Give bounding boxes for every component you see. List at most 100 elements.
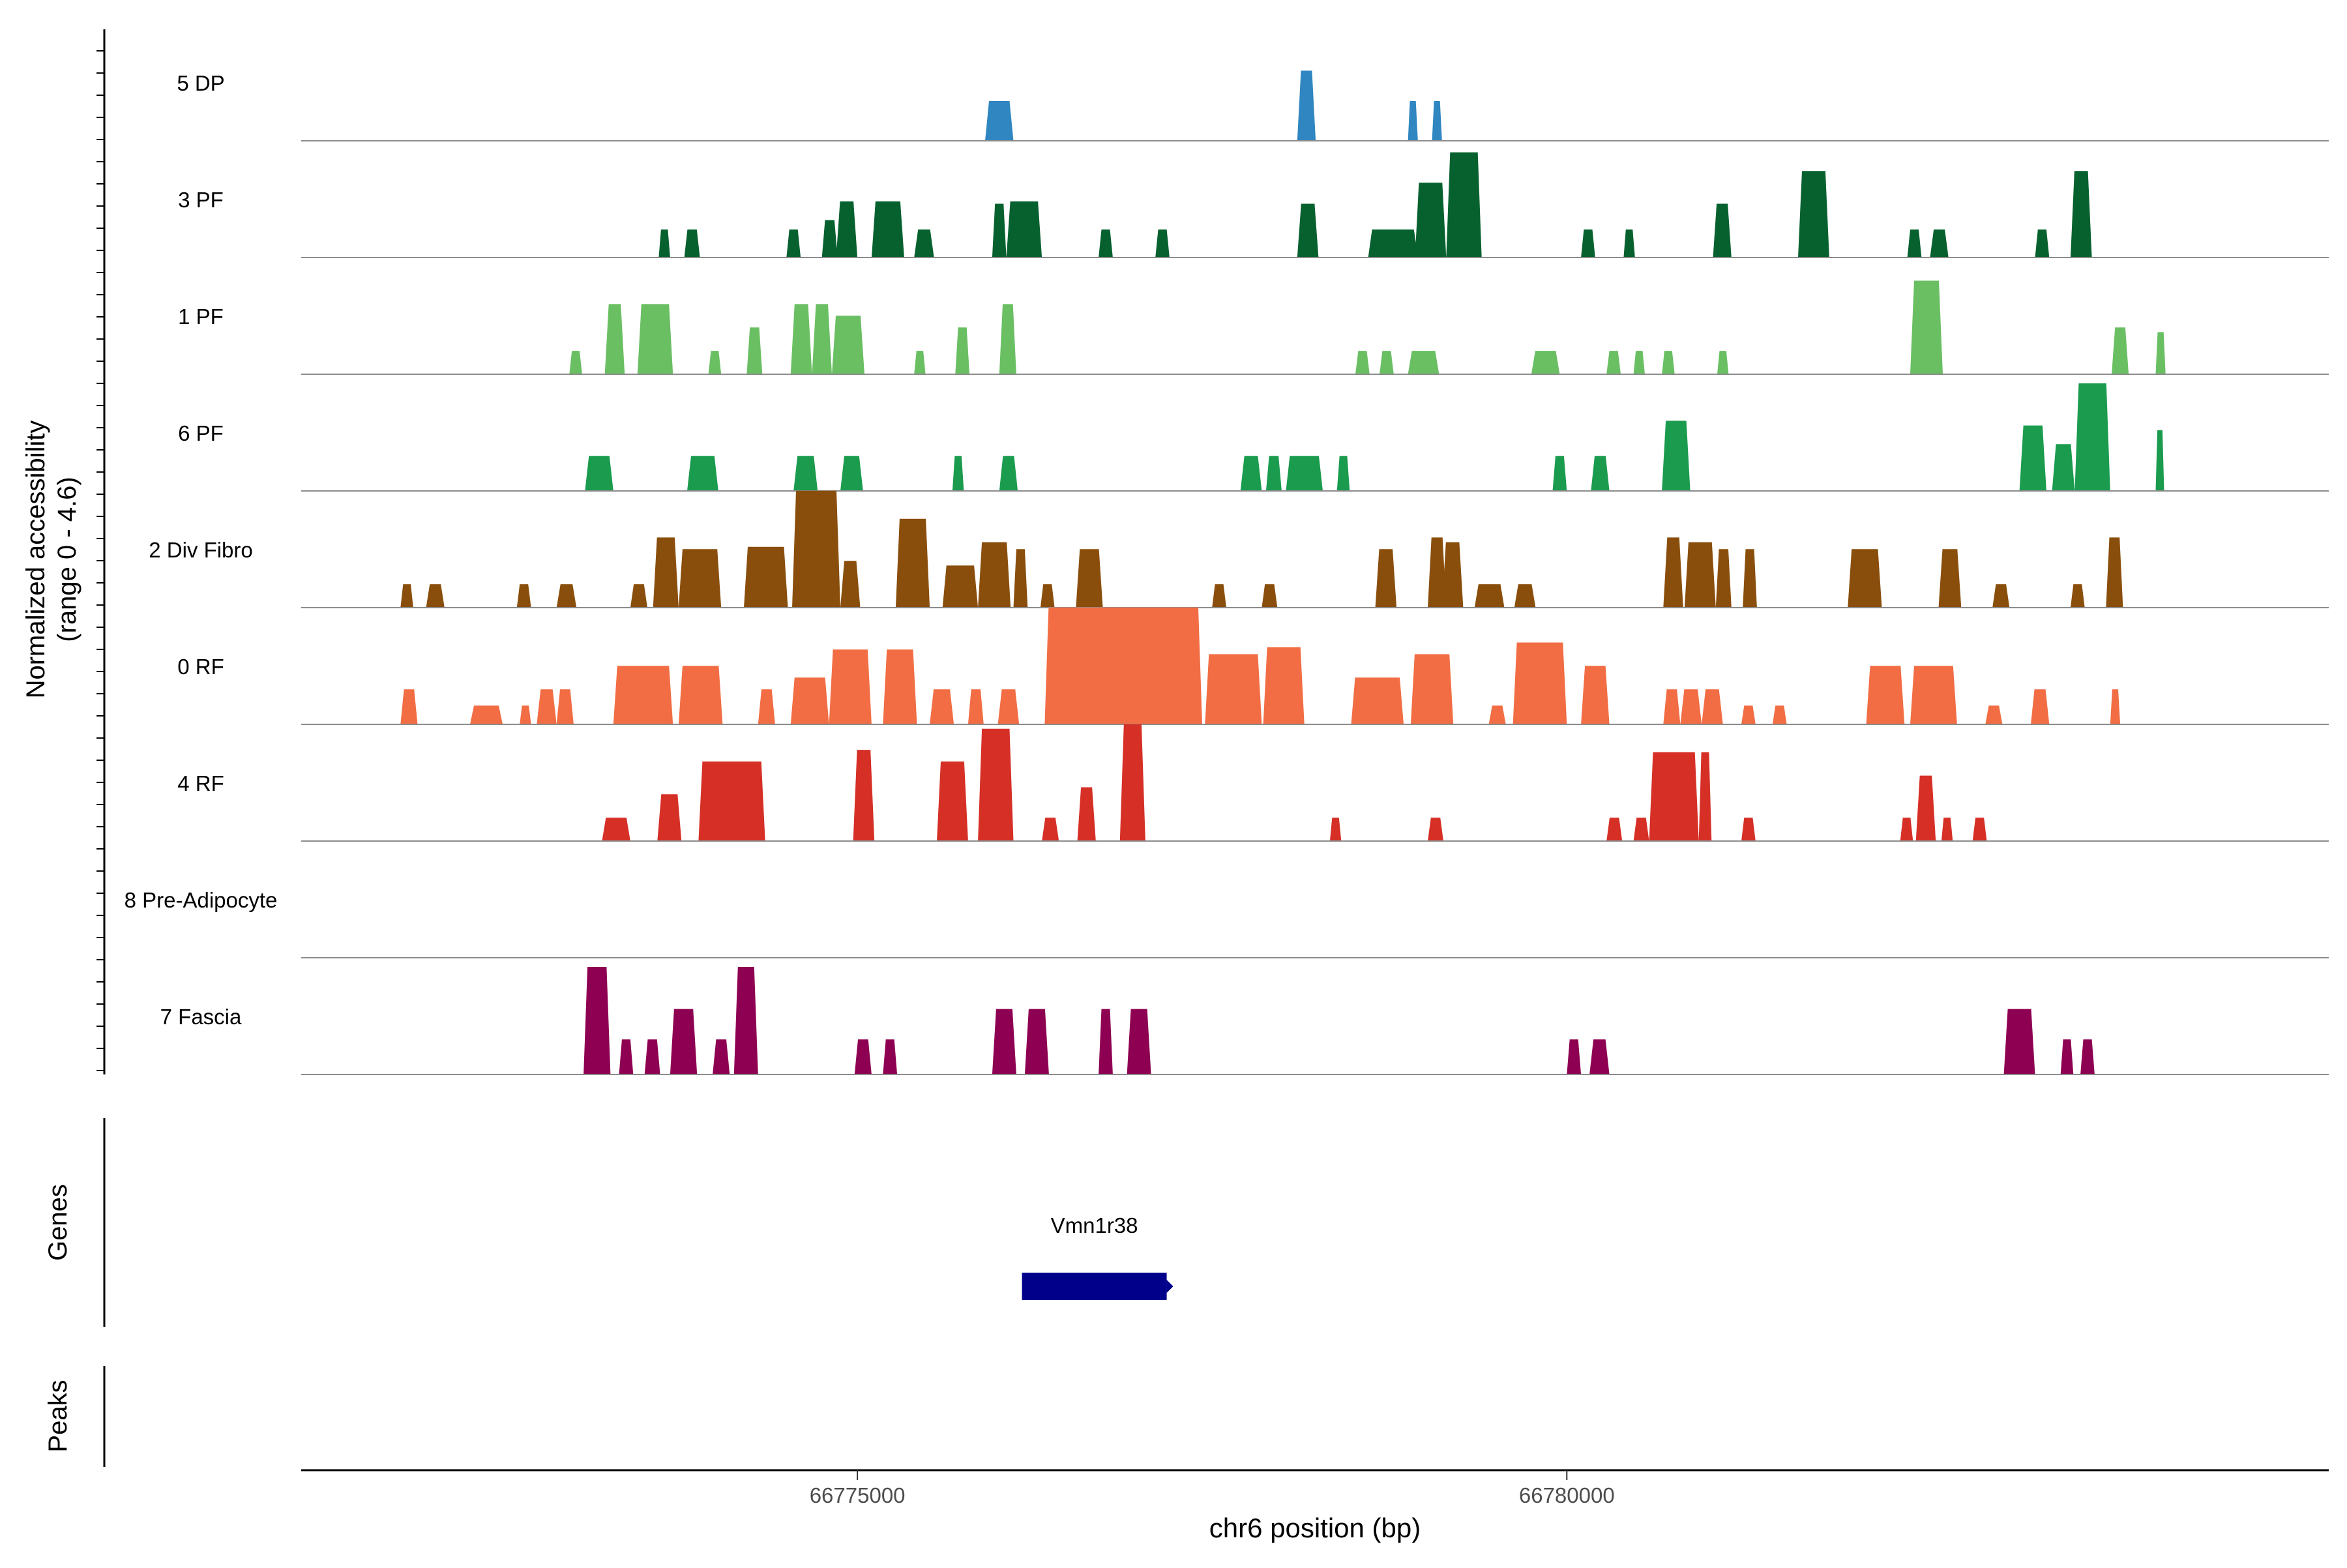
coverage-peak (1552, 456, 1567, 491)
coverage-peak (883, 1039, 898, 1074)
x-axis-label: chr6 position (bp) (1209, 1513, 1421, 1543)
track: 5 DP (177, 70, 2329, 141)
coverage-peak (967, 689, 984, 724)
coverage-peak (1127, 1009, 1151, 1074)
coverage-peak (832, 316, 864, 374)
track: 2 Div Fibro (149, 490, 2329, 608)
track-label: 1 PF (178, 304, 224, 329)
coverage-peak (1155, 229, 1170, 258)
track: 7 Fascia (160, 967, 2329, 1075)
coverage-peak (1408, 351, 1439, 374)
coverage-peak (604, 304, 625, 374)
coverage-peak (812, 304, 832, 374)
track: 4 RF (177, 724, 2329, 842)
coverage-peak (871, 201, 904, 258)
track: 6 PF (178, 383, 2329, 492)
coverage-peak (1355, 351, 1370, 374)
coverage-peak (790, 677, 829, 724)
coverage-peak (1441, 542, 1464, 608)
coverage-peak (1702, 689, 1723, 724)
coverage-peak (937, 762, 968, 841)
coverage-peak (1713, 203, 1732, 258)
coverage-peak (2031, 689, 2050, 724)
coverage-peak (1606, 351, 1621, 374)
coverage-peak (733, 967, 758, 1074)
coverage-peak (657, 794, 682, 841)
coverage-peak (1076, 549, 1103, 608)
coverage-peak (2019, 425, 2046, 491)
coverage-peak (2003, 1009, 2035, 1074)
coverage-peak (1428, 818, 1443, 841)
coverage-peak (585, 456, 613, 491)
coverage-peak (1910, 666, 1957, 724)
coverage-peak (978, 542, 1011, 608)
gene-strand-arrow (1166, 1280, 1174, 1293)
genes-axis-label: Genes (44, 1184, 72, 1261)
coverage-peak (2070, 584, 2085, 608)
coverage-peak (1514, 584, 1536, 608)
track-label: 5 DP (177, 71, 224, 95)
coverage-peak (537, 689, 557, 724)
track-label: 4 RF (177, 771, 224, 795)
coverage-peak (1698, 752, 1712, 841)
coverage-peak (1212, 584, 1226, 608)
coverage-peak (836, 201, 858, 258)
track-label: 2 Div Fibro (149, 538, 253, 562)
coverage-peak (708, 351, 722, 374)
coverage-peak (1329, 818, 1342, 841)
coverage-peak (1633, 818, 1649, 841)
coverage-peak (1589, 1039, 1610, 1074)
coverage-peak (1077, 787, 1096, 841)
coverage-peak (2155, 332, 2166, 374)
coverage-peak (1262, 584, 1278, 608)
coverage-peak (1240, 456, 1262, 491)
coverage-peak (985, 101, 1014, 141)
coverage-peak (992, 1009, 1016, 1074)
coverage-peak (821, 220, 838, 258)
coverage-peak (1040, 584, 1055, 608)
coverage-peak (1680, 689, 1702, 724)
coverage-peak (840, 561, 861, 608)
coverage-peak (746, 327, 763, 374)
coverage-peak (2155, 430, 2164, 491)
coverage-peak (520, 705, 531, 724)
coverage-peak (955, 327, 970, 374)
coverage-peak (1446, 152, 1482, 258)
coverage-peak (1848, 549, 1882, 608)
coverage-peak (1715, 549, 1732, 608)
coverage-peak (854, 1039, 872, 1074)
coverage-peak (1368, 229, 1418, 258)
coverage-peak (1941, 818, 1953, 841)
coverage-peak (793, 456, 818, 491)
coverage-peak (470, 705, 503, 724)
coverage-peak (1798, 171, 1829, 258)
coverage-peak (1581, 229, 1595, 258)
coverage-peak (1606, 818, 1623, 841)
coverage-peak (644, 1039, 660, 1074)
coverage-peak (744, 546, 788, 608)
coverage-peak (1415, 183, 1447, 258)
coverage-peak (1663, 689, 1681, 724)
gene-body (1022, 1273, 1167, 1300)
coverage-peak (999, 456, 1018, 491)
track-label: 3 PF (178, 188, 224, 212)
coverage-peak (516, 584, 531, 608)
coverage-peak (1663, 537, 1683, 608)
coverage-peak (978, 728, 1014, 841)
gene-annotation-track: Vmn1r38 (1022, 1213, 1174, 1300)
coverage-peak (678, 549, 722, 608)
coverage-peak (2052, 444, 2075, 491)
coverage-peak (1938, 549, 1962, 608)
x-tick-label: 66775000 (810, 1483, 906, 1507)
coverage-peak (914, 229, 934, 258)
coverage-peak (992, 203, 1007, 258)
coverage-peak (1684, 542, 1716, 608)
coverage-peak (653, 537, 679, 608)
track: 8 Pre-Adipocyte (125, 888, 2329, 958)
coverage-peak (698, 762, 765, 841)
track-label: 8 Pre-Adipocyte (125, 888, 278, 912)
coverage-peak (997, 689, 1020, 724)
coverage-peak (1336, 456, 1350, 491)
coverage-peak (1743, 549, 1757, 608)
